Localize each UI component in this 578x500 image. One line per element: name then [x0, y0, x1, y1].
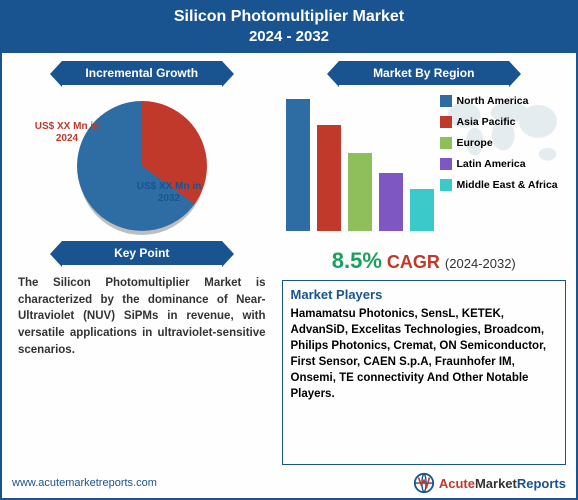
- legend-item: North America: [440, 95, 566, 107]
- bar: [286, 99, 310, 231]
- players-title: Market Players: [291, 287, 557, 302]
- region-chart: North America Asia Pacific Europe Latin Ame…: [282, 91, 566, 246]
- cagr-line: 8.5% CAGR (2024-2032): [282, 248, 566, 274]
- market-players-box: Market Players Hamamatsu Photonics, Sens…: [282, 280, 566, 465]
- cagr-years: (2024-2032): [445, 256, 516, 271]
- right-column: Market By Region North Ame: [278, 53, 576, 469]
- legend-swatch: [440, 137, 452, 149]
- logo-word-1: Acute: [439, 476, 475, 491]
- map-legend-area: North America Asia Pacific Europe Latin Ame…: [440, 91, 566, 200]
- footer-url: www.acutemarketreports.com: [12, 477, 157, 489]
- legend-swatch: [440, 95, 452, 107]
- legend-label: North America: [457, 95, 529, 107]
- footer: www.acutemarketreports.com AcuteMarketRe…: [12, 472, 566, 494]
- logo-word-2: Market: [475, 476, 517, 491]
- ribbon-incremental-growth: Incremental Growth: [62, 61, 222, 85]
- legend-item: Middle East & Africa: [440, 179, 566, 191]
- legend-swatch: [440, 179, 452, 191]
- legend-item: Latin America: [440, 158, 566, 170]
- ribbon-key-point: Key Point: [62, 241, 222, 265]
- title: Silicon Photomultiplier Market: [2, 8, 576, 26]
- legend-label: Middle East & Africa: [457, 179, 558, 191]
- bar: [317, 125, 341, 231]
- header: Silicon Photomultiplier Market 2024 - 20…: [2, 2, 576, 53]
- bar: [379, 173, 403, 231]
- pie-chart: US$ XX Mn in 2024 US$ XX Mn in 2032: [16, 91, 268, 241]
- legend-label: Europe: [457, 137, 493, 149]
- legend-label: Asia Pacific: [457, 116, 516, 128]
- legend-item: Asia Pacific: [440, 116, 566, 128]
- logo-word-3: Reports: [517, 476, 566, 491]
- pie-label-2032: US$ XX Mn in 2032: [134, 181, 204, 205]
- legend-item: Europe: [440, 137, 566, 149]
- legend-swatch: [440, 116, 452, 128]
- globe-icon: [413, 472, 435, 494]
- bar: [410, 189, 434, 231]
- infographic-frame: Silicon Photomultiplier Market 2024 - 20…: [0, 0, 578, 500]
- left-column: Incremental Growth US$ XX Mn in 2024 US$…: [2, 53, 278, 469]
- bar-chart: [282, 91, 434, 231]
- bar: [348, 153, 372, 231]
- cagr-label: CAGR: [387, 252, 440, 272]
- legend-label: Latin America: [457, 158, 526, 170]
- year-range: 2024 - 2032: [2, 28, 576, 45]
- legend-swatch: [440, 158, 452, 170]
- brand-logo: AcuteMarketReports: [413, 472, 566, 494]
- legend: North America Asia Pacific Europe Latin Ame…: [440, 91, 566, 191]
- keypoint-text: The Silicon Photomultiplier Market is ch…: [16, 271, 268, 358]
- players-list: Hamamatsu Photonics, SensL, KETEK, Advan…: [291, 306, 557, 403]
- ribbon-market-by-region: Market By Region: [339, 61, 509, 85]
- pie-label-2024: US$ XX Mn in 2024: [34, 121, 100, 145]
- cagr-pct: 8.5%: [332, 248, 382, 273]
- content: Incremental Growth US$ XX Mn in 2024 US$…: [2, 53, 576, 469]
